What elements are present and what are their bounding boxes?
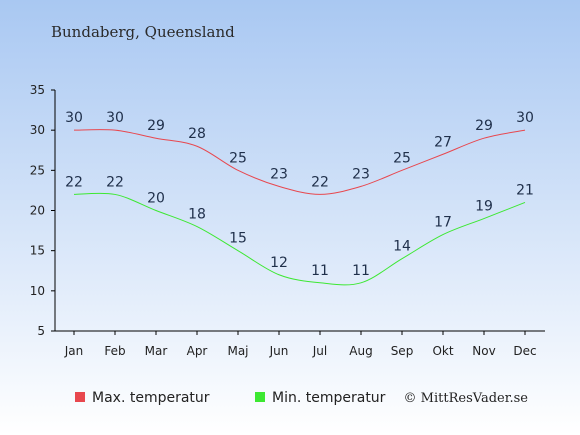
x-tick-label: Mar xyxy=(145,344,168,358)
series-lines xyxy=(73,129,526,286)
y-tick-label: 30 xyxy=(30,123,45,137)
data-label-min: 22 xyxy=(106,174,124,190)
x-tick-label: Maj xyxy=(227,344,248,358)
data-label-max: 29 xyxy=(475,118,493,134)
data-label-max: 23 xyxy=(270,166,288,182)
x-tick-label: Jan xyxy=(64,344,84,358)
data-label-min: 11 xyxy=(311,263,329,279)
data-label-max: 28 xyxy=(188,126,206,142)
data-label-min: 20 xyxy=(147,191,165,207)
data-label-min: 15 xyxy=(229,231,247,247)
data-label-max: 30 xyxy=(106,110,124,126)
legend-label-min: Min. temperatur xyxy=(272,390,386,406)
data-label-min: 18 xyxy=(188,207,206,223)
x-tick-label: Dec xyxy=(513,344,536,358)
x-tick-label: Nov xyxy=(472,344,495,358)
x-tick-label: Apr xyxy=(187,344,208,358)
data-label-min: 19 xyxy=(475,199,493,215)
data-label-max: 22 xyxy=(311,174,329,190)
data-label-min: 21 xyxy=(516,182,534,198)
data-label-max: 27 xyxy=(434,134,452,150)
data-label-min: 12 xyxy=(270,255,288,271)
data-label-min: 17 xyxy=(434,215,452,231)
x-tick-label: Feb xyxy=(104,344,125,358)
legend-swatch-max xyxy=(75,392,85,402)
y-tick-label: 25 xyxy=(30,163,45,177)
y-tick-label: 10 xyxy=(30,284,45,298)
y-tick-label: 35 xyxy=(30,83,45,97)
y-tick-label: 20 xyxy=(30,204,45,218)
credit-text: © MittResVader.se xyxy=(404,391,529,406)
series-line-min xyxy=(73,192,526,286)
data-label-max: 25 xyxy=(229,150,247,166)
data-label-max: 29 xyxy=(147,118,165,134)
data-label-min: 22 xyxy=(65,174,83,190)
data-labels: 30 30 29 28 25 23 22 23 25 27 29 30 22 22 20 18 15 12 11 11… xyxy=(65,110,534,279)
series-line-max xyxy=(73,129,526,195)
y-ticks: 5 10 15 20 25 30 35 xyxy=(30,83,55,338)
data-label-min: 11 xyxy=(352,263,370,279)
data-label-max: 23 xyxy=(352,166,370,182)
x-tick-label: Jun xyxy=(269,344,289,358)
x-ticks: Jan Feb Mar Apr Maj Jun Jul Aug Sep Okt Nov Dec xyxy=(64,331,537,358)
x-tick-label: Jul xyxy=(312,344,327,358)
data-label-max: 30 xyxy=(65,110,83,126)
chart-title: Bundaberg, Queensland xyxy=(51,23,235,41)
data-label-min: 14 xyxy=(393,239,411,255)
x-tick-label: Okt xyxy=(432,344,453,358)
x-tick-label: Sep xyxy=(391,344,414,358)
legend-swatch-min xyxy=(255,392,265,402)
x-tick-label: Aug xyxy=(349,344,372,358)
y-tick-label: 15 xyxy=(30,244,45,258)
y-tick-label: 5 xyxy=(37,324,45,338)
data-label-max: 25 xyxy=(393,150,411,166)
legend-label-max: Max. temperatur xyxy=(92,390,210,406)
data-label-max: 30 xyxy=(516,110,534,126)
